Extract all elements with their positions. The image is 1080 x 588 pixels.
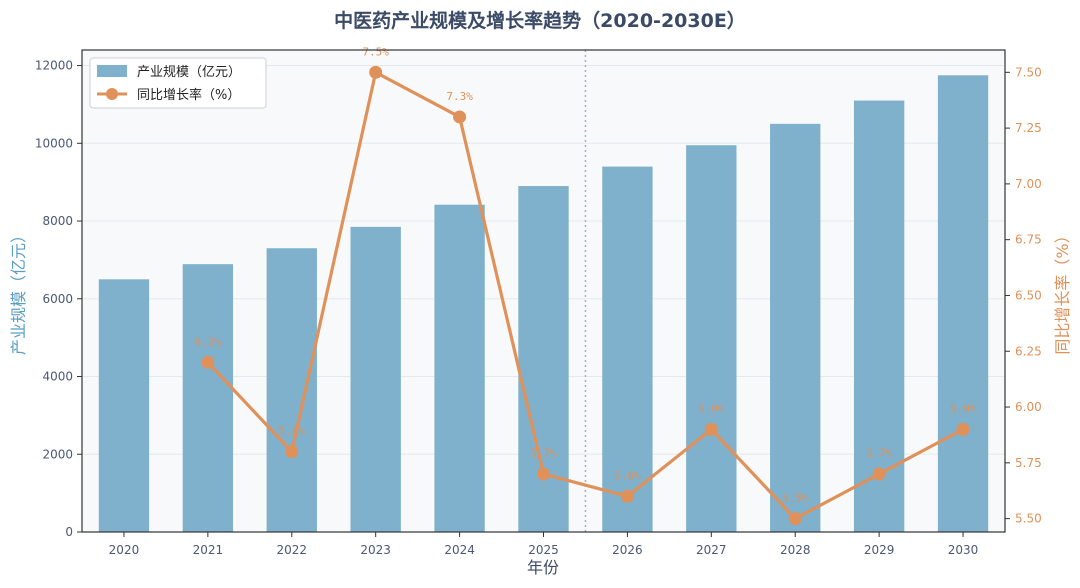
bar-2027 <box>686 145 737 532</box>
growth-label-2029: 5.7% <box>866 447 893 460</box>
legend-bar-label: 产业规模（亿元） <box>137 65 241 80</box>
x-tick-label-2020: 2020 <box>109 543 140 557</box>
legend-line-marker <box>106 88 118 100</box>
y-left-tick-label: 4000 <box>42 370 73 384</box>
x-tick-label-2023: 2023 <box>360 543 391 557</box>
x-tick-label-2025: 2025 <box>528 543 559 557</box>
x-tick-label-2024: 2024 <box>444 543 475 557</box>
y-right-tick-label: 7.00 <box>1015 177 1042 191</box>
bar-2026 <box>602 166 653 532</box>
bar-series <box>98 75 989 533</box>
growth-label-2025: 5.7% <box>530 447 557 460</box>
growth-label-2022: 5.8% <box>279 425 306 438</box>
y-right-tick-label: 6.25 <box>1015 344 1042 358</box>
x-tick-label-2026: 2026 <box>612 543 643 557</box>
growth-line <box>206 70 964 521</box>
bar-2030 <box>937 75 989 533</box>
legend-bar-swatch <box>97 65 127 77</box>
y-right-tick-label: 6.50 <box>1015 288 1042 302</box>
growth-label-2023: 7.5% <box>362 45 389 58</box>
bar-2024 <box>434 204 485 532</box>
x-tick-label-2029: 2029 <box>864 543 895 557</box>
x-tick-label-2027: 2027 <box>696 543 727 557</box>
growth-point-2026 <box>620 489 634 503</box>
y-left-axis-label: 产业规模（亿元） <box>9 227 28 355</box>
growth-point-2030 <box>956 422 970 436</box>
growth-line-series <box>201 65 970 526</box>
growth-point-2025 <box>537 467 550 481</box>
growth-label-2026: 5.6% <box>614 469 641 482</box>
y-left-tick-label: 8000 <box>42 214 73 228</box>
y-left-tick-label: 0 <box>65 525 73 539</box>
y-right-axis-label: 同比增长率（%） <box>1053 227 1072 354</box>
growth-point-2029 <box>872 467 886 481</box>
legend: 产业规模（亿元） 同比增长率（%） <box>89 57 267 109</box>
bar-2020 <box>98 279 150 532</box>
growth-point-2022 <box>285 445 299 459</box>
y-right-tick-label: 6.00 <box>1015 400 1042 414</box>
x-tick-label-2022: 2022 <box>276 543 307 557</box>
growth-label-2021: 6.2% <box>195 335 222 348</box>
x-tick-label-2021: 2021 <box>193 543 224 557</box>
y-left-tick-label: 6000 <box>42 292 73 306</box>
growth-label-2028: 5.5% <box>782 492 809 505</box>
x-tick-label-2030: 2030 <box>948 543 979 557</box>
growth-point-2021 <box>201 355 215 369</box>
growth-point-2028 <box>788 512 802 526</box>
y-right-axis-ticks: 5.50 5.75 6.00 6.25 6.50 6.75 7.00 7.25 7.50 <box>1005 65 1042 526</box>
y-left-axis-ticks: 0 2000 4000 6000 8000 10000 12000 <box>35 59 82 539</box>
y-left-tick-label: 2000 <box>42 447 73 461</box>
x-axis-ticks: 2020 2021 2022 2023 2024 2025 2026 2027 2028 2029… <box>109 532 979 557</box>
y-left-tick-label: 10000 <box>35 136 73 150</box>
bar-2023 <box>350 226 401 532</box>
bar-2022 <box>266 248 317 532</box>
growth-label-2027: 5.9% <box>698 402 725 415</box>
growth-point-2027 <box>704 422 718 436</box>
chart-title: 中医药产业规模及增长率趋势（2020-2030E） <box>334 9 746 32</box>
y-right-tick-label: 5.75 <box>1015 456 1042 470</box>
growth-point-2023 <box>369 65 383 79</box>
growth-label-2030: 5.9% <box>950 402 977 415</box>
data-labels: 6.2% 5.8% 7.5% 7.3% 5.7% 5.6% 5.9% 5.5% 5.7% 5.9% <box>195 45 977 504</box>
y-right-tick-label: 7.25 <box>1015 121 1042 135</box>
legend-line-label: 同比增长率（%） <box>137 87 240 103</box>
x-axis-label: 年份 <box>527 558 559 577</box>
y-left-tick-label: 12000 <box>35 59 73 73</box>
y-right-tick-label: 6.75 <box>1015 233 1042 247</box>
y-right-tick-label: 7.50 <box>1015 65 1042 79</box>
x-tick-label-2028: 2028 <box>780 543 811 557</box>
bar-2021 <box>182 264 234 532</box>
y-right-tick-label: 5.50 <box>1015 512 1042 526</box>
legend-box <box>89 57 267 109</box>
growth-point-2024 <box>453 110 467 124</box>
bar-2028 <box>770 123 821 533</box>
growth-label-2024: 7.3% <box>446 90 473 103</box>
bar-2029 <box>853 100 905 532</box>
